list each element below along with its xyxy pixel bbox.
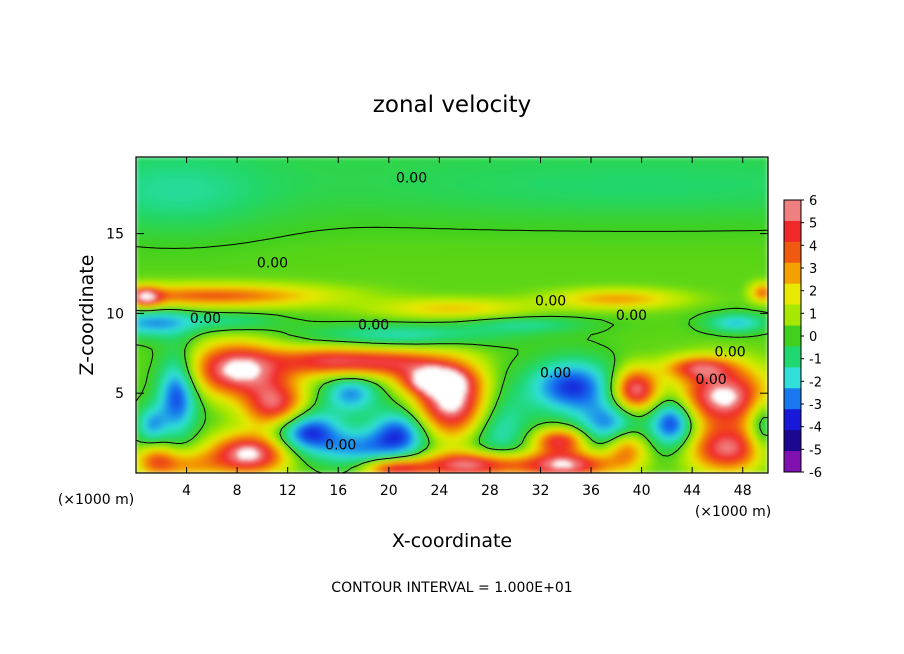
contour-label: 0.00	[257, 255, 288, 271]
colorbar-swatch	[784, 200, 801, 222]
colorbar-label: -1	[809, 353, 822, 368]
colorbar-label: 1	[809, 307, 817, 322]
colorbar-label: -4	[809, 421, 822, 436]
colorbar-swatch	[784, 262, 801, 285]
contour-label: 0.00	[325, 437, 356, 453]
plot-frame	[135, 156, 769, 474]
x-tick-label: 4	[182, 483, 191, 499]
contour-label: 0.00	[714, 345, 745, 361]
contour-label: 0.00	[535, 294, 566, 310]
colorbar-label: -2	[809, 375, 822, 390]
x-tick-label: 24	[430, 483, 448, 499]
velocity-field	[136, 157, 768, 473]
x-axis-label: X-coordinate	[392, 530, 512, 552]
y-tick-label: 15	[106, 227, 124, 243]
colorbar-swatch	[784, 304, 801, 327]
contour-interval-note: CONTOUR INTERVAL = 1.000E+01	[331, 580, 572, 596]
y-axis: 5 10 15	[106, 227, 768, 402]
x-tick-label: 28	[481, 483, 499, 499]
colorbar-label: 4	[809, 239, 817, 254]
y-tick-label: 10	[106, 306, 124, 322]
colorbar-swatch	[784, 325, 801, 347]
contour-label: 0.00	[190, 311, 221, 327]
colorbar-swatch	[784, 241, 801, 264]
colorbar-swatch	[784, 220, 801, 243]
y-tick-label: 5	[115, 386, 124, 402]
x-tick-label: 12	[279, 483, 297, 499]
contour-label: 0.00	[396, 171, 427, 187]
x-tick-label: 32	[532, 483, 550, 499]
colorbar-swatch	[784, 409, 801, 431]
colorbar-swatch	[784, 346, 801, 368]
x-axis: 4 8 12 16 20 24 28 32 36 40 44 48	[182, 157, 752, 499]
colorbar-swatch	[784, 430, 801, 452]
contour-label: 0.00	[696, 372, 727, 388]
contour-labels: 0.00 0.00 0.00 0.00 0.00 0.00 0.00 0.00 0.00 0.00	[190, 171, 746, 454]
colorbar-swatch	[784, 388, 801, 410]
colorbar-label: -3	[809, 398, 822, 413]
colorbar: 6 5 4 3 2 1 0 -1 -2 -3 -4 -5 -6	[783, 194, 822, 481]
x-tick-label: 8	[233, 483, 242, 499]
x-tick-label: 36	[582, 483, 600, 499]
zero-contour-lines	[136, 226, 768, 473]
colorbar-swatch	[784, 451, 801, 473]
zero-contour	[136, 226, 768, 473]
contour-label: 0.00	[540, 365, 571, 381]
contour-label: 0.00	[616, 308, 647, 324]
colorbar-swatch	[784, 367, 801, 389]
chart-title: zonal velocity	[373, 92, 531, 118]
x-tick-label: 20	[380, 483, 398, 499]
colorbar-label: 3	[809, 262, 817, 277]
x-unit-right: (×1000 m)	[695, 504, 771, 520]
colorbar-label: -5	[809, 443, 822, 458]
colorbar-label: 0	[809, 330, 817, 345]
x-tick-label: 48	[734, 483, 752, 499]
contour-label: 0.00	[358, 318, 389, 334]
colorbar-label: 5	[809, 217, 817, 232]
x-unit-left: (×1000 m)	[58, 492, 134, 508]
colorbar-label: 2	[809, 285, 817, 300]
x-tick-label: 44	[683, 483, 701, 499]
x-tick-label: 40	[633, 483, 651, 499]
y-axis-label: Z-coordinate	[76, 255, 98, 376]
colorbar-swatch	[784, 283, 801, 306]
colorbar-label: 6	[809, 194, 817, 209]
x-tick-label: 16	[329, 483, 347, 499]
colorbar-label: -6	[809, 466, 822, 481]
plot-area: 0.000.000.00 0.000.000.000.000.000.000.00…	[106, 156, 769, 499]
